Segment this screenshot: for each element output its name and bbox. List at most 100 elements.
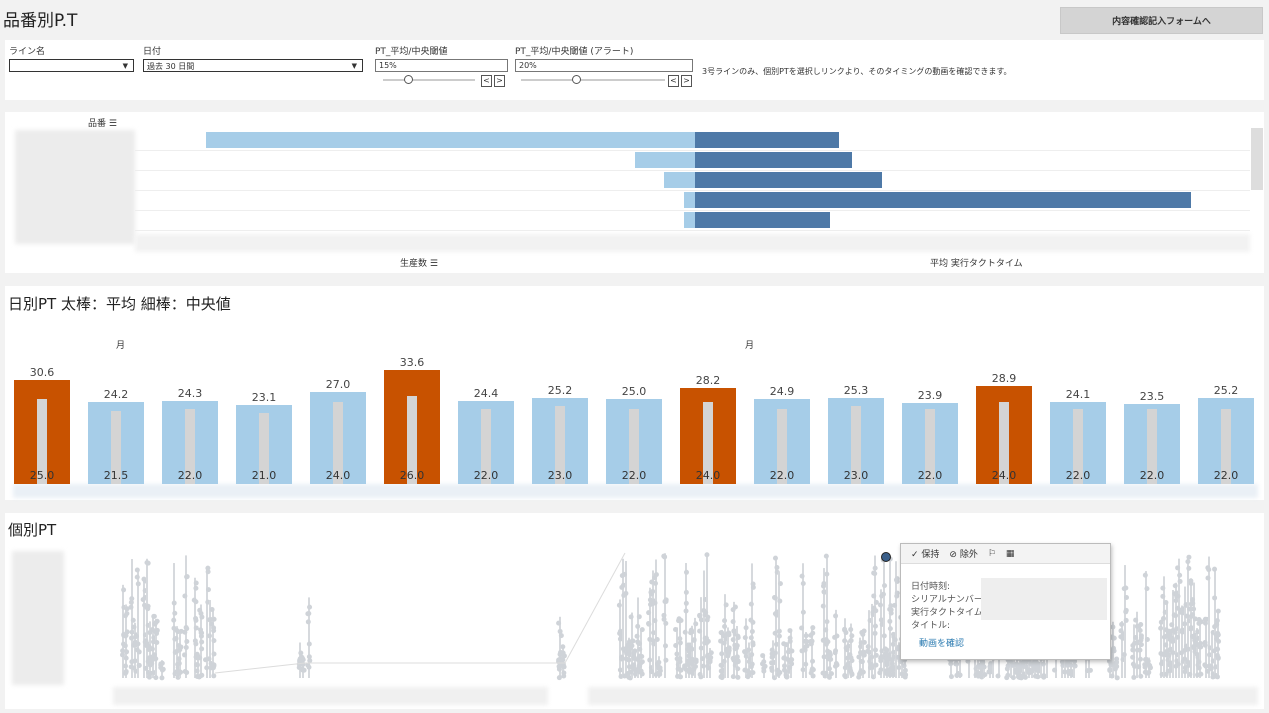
pt-point[interactable] (697, 628, 703, 634)
pt-point[interactable] (821, 580, 827, 586)
pt-point[interactable] (131, 624, 137, 630)
pt-point[interactable] (693, 657, 699, 663)
pt-point[interactable] (1114, 659, 1120, 665)
pt-point[interactable] (872, 565, 878, 571)
pt-point[interactable] (646, 610, 652, 616)
pt-point[interactable] (1177, 578, 1183, 584)
pt-point[interactable] (1198, 619, 1204, 625)
pt-point[interactable] (726, 650, 732, 656)
pt-point[interactable] (777, 581, 783, 587)
pt-point[interactable] (1118, 628, 1124, 634)
pt-point[interactable] (749, 629, 755, 635)
pt-point[interactable] (122, 643, 128, 649)
pt-point[interactable] (656, 665, 662, 671)
pt-point[interactable] (1174, 626, 1180, 632)
pt-point[interactable] (631, 655, 637, 661)
pt-point[interactable] (824, 571, 830, 577)
pt-point[interactable] (881, 633, 887, 639)
pt-point[interactable] (721, 658, 727, 664)
pt-point[interactable] (677, 656, 683, 662)
pt-point[interactable] (557, 628, 563, 634)
pt-point[interactable] (193, 599, 199, 605)
pt-point[interactable] (678, 667, 684, 673)
median-bar[interactable] (1147, 409, 1157, 484)
pt-point[interactable] (1144, 637, 1150, 643)
pt-point[interactable] (193, 580, 199, 586)
pt-point[interactable] (205, 565, 211, 571)
pt-point[interactable] (1175, 634, 1181, 640)
pt-point[interactable] (781, 663, 787, 669)
pt-point[interactable] (198, 627, 204, 633)
pt-point[interactable] (842, 627, 848, 633)
pt-point[interactable] (123, 632, 129, 638)
pt-point[interactable] (748, 635, 754, 641)
pt-point[interactable] (1184, 613, 1190, 619)
pt-point[interactable] (172, 610, 178, 616)
pt-point[interactable] (199, 646, 205, 652)
pt-point[interactable] (298, 650, 304, 656)
pt-point[interactable] (199, 639, 205, 645)
pt-point[interactable] (663, 620, 669, 626)
pt-point[interactable] (205, 569, 211, 575)
pt-point[interactable] (132, 658, 138, 664)
median-bar[interactable] (407, 395, 417, 484)
pt-point[interactable] (556, 657, 562, 663)
pt-point[interactable] (693, 664, 699, 670)
pt-point[interactable] (1123, 594, 1129, 600)
median-bar[interactable] (999, 402, 1009, 484)
pt-point[interactable] (210, 665, 216, 671)
pt-point[interactable] (649, 669, 655, 675)
pt-point[interactable] (1186, 565, 1192, 571)
pt-point[interactable] (131, 642, 137, 648)
pt-point[interactable] (620, 582, 626, 588)
pt-point[interactable] (842, 638, 848, 644)
pt-point[interactable] (130, 617, 136, 623)
pt-point[interactable] (143, 638, 149, 644)
pt-point[interactable] (306, 641, 312, 647)
pt-point[interactable] (683, 608, 689, 614)
pt-point[interactable] (833, 648, 839, 654)
pt-point[interactable] (1147, 665, 1153, 671)
pt-point[interactable] (890, 641, 896, 647)
pt-point[interactable] (1185, 646, 1191, 652)
pt-point[interactable] (123, 663, 129, 669)
pt-point[interactable] (639, 627, 645, 633)
pt-point[interactable] (1186, 554, 1192, 560)
pt-point[interactable] (859, 659, 865, 665)
pt-point[interactable] (173, 636, 179, 642)
pt-point[interactable] (677, 636, 683, 642)
pt-point[interactable] (722, 623, 728, 629)
pt-point[interactable] (957, 672, 963, 678)
view-video-link[interactable]: 動画を確認 (919, 639, 965, 649)
pt-point[interactable] (848, 638, 854, 644)
pt-point[interactable] (868, 662, 874, 668)
pt-point[interactable] (880, 591, 886, 597)
pt-point[interactable] (193, 617, 199, 623)
pt-point[interactable] (683, 600, 689, 606)
pt-point[interactable] (719, 651, 725, 657)
pt-point[interactable] (211, 651, 217, 657)
pt-point[interactable] (748, 664, 754, 670)
pt-point[interactable] (1185, 662, 1191, 668)
pt-point[interactable] (823, 553, 829, 559)
pt-point[interactable] (776, 633, 782, 639)
pt-point[interactable] (197, 655, 203, 661)
pt-point[interactable] (206, 617, 212, 623)
pt-point[interactable] (677, 640, 683, 646)
row-header[interactable]: 品番 ☰ (88, 119, 117, 129)
pt-point[interactable] (895, 654, 901, 660)
pt-point[interactable] (1182, 669, 1188, 675)
pt-point[interactable] (827, 649, 833, 655)
pt-point[interactable] (158, 665, 164, 671)
pt-point[interactable] (633, 671, 639, 677)
pt-point[interactable] (826, 666, 832, 672)
pt-point[interactable] (948, 674, 954, 680)
pt-point[interactable] (182, 652, 188, 658)
pt-point[interactable] (809, 667, 815, 673)
pt-point[interactable] (882, 583, 888, 589)
pt-point[interactable] (673, 643, 679, 649)
pt-point[interactable] (211, 638, 217, 644)
pt-point[interactable] (1035, 666, 1041, 672)
pt-point[interactable] (1160, 593, 1166, 599)
pt-point[interactable] (637, 653, 643, 659)
